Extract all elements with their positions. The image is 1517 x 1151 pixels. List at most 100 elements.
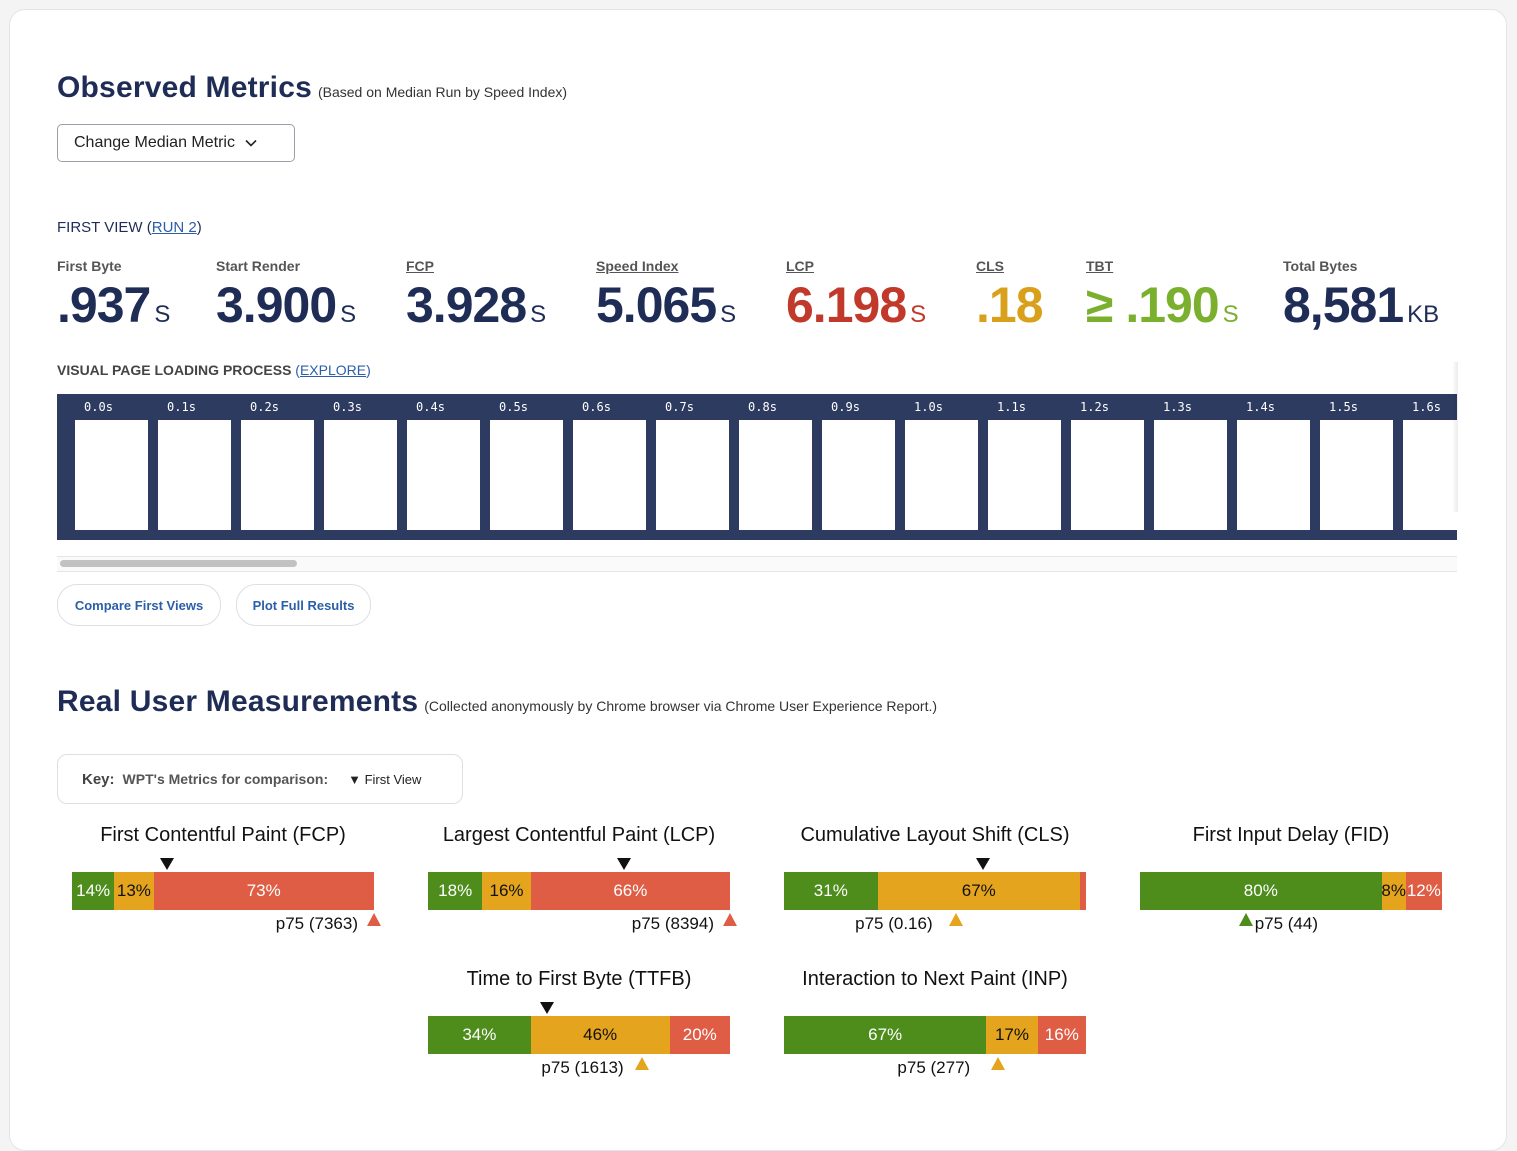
key-label: Key: (82, 770, 115, 788)
crux-metric: Largest Contentful Paint (LCP) 18% 16% 66% p… (428, 824, 737, 934)
metric-label[interactable]: LCP (786, 258, 814, 274)
frame-thumbnail[interactable] (1320, 420, 1393, 530)
filmstrip-frame[interactable]: 1.2s (1053, 394, 1144, 540)
frame-thumbnail[interactable] (739, 420, 812, 530)
crux-distribution-bar: 14% 13% 73% (72, 872, 374, 910)
metric-label[interactable]: Speed Index (596, 258, 679, 274)
filmstrip-frame[interactable]: 0.8s (721, 394, 812, 540)
metric-unit: KB (1407, 301, 1440, 328)
metric-value-row: 5.065 S (596, 280, 736, 330)
frame-thumbnail[interactable] (822, 420, 895, 530)
crux-segment-ni: 46% (530, 1016, 670, 1054)
run-2-link[interactable]: RUN 2 (151, 219, 197, 236)
crux-metric: Interaction to Next Paint (INP) 67% 17% 16%… (784, 968, 1086, 1078)
frame-time: 1.0s (914, 400, 943, 414)
metric-value: .937 (57, 277, 151, 333)
metric-total-bytes: Total Bytes 8,581 KB (1283, 258, 1439, 330)
crux-segment-poor: 12% (1405, 872, 1442, 910)
frame-thumbnail[interactable] (905, 420, 978, 530)
metric-unit: S (1222, 301, 1239, 328)
frame-thumbnail[interactable] (1154, 420, 1227, 530)
p75-triangle-icon (991, 1057, 1006, 1070)
metric-speed-index: Speed Index 5.065 S (596, 258, 736, 330)
filmstrip-scrollbar-thumb[interactable] (60, 560, 297, 567)
crux-metric: Time to First Byte (TTFB) 34% 46% 20% p75 (1… (428, 968, 730, 1078)
filmstrip-frame[interactable]: 1.6s (1385, 394, 1457, 540)
crux-segment-poor: 66% (530, 872, 730, 910)
filmstrip-frame[interactable]: 0.6s (555, 394, 646, 540)
frame-time: 1.4s (1246, 400, 1275, 414)
metric-label[interactable]: FCP (406, 258, 434, 274)
filmstrip-frame[interactable]: 0.4s (389, 394, 480, 540)
first-view-marker-icon (160, 858, 175, 870)
crux-metric-title: Time to First Byte (TTFB) (466, 968, 692, 990)
metric-label: Start Render (216, 258, 301, 274)
frame-thumbnail[interactable] (324, 420, 397, 530)
frame-time: 0.2s (250, 400, 279, 414)
crux-metric-title: Largest Contentful Paint (LCP) (442, 824, 716, 846)
metric-value: ≥ .190 (1086, 277, 1220, 333)
metric-value: 3.928 (406, 277, 527, 333)
metric-label[interactable]: CLS (976, 258, 1004, 274)
frame-thumbnail[interactable] (158, 420, 231, 530)
filmstrip[interactable]: 0.0s 0.1s 0.2s 0.3s 0.4s 0.5s 0.6s 0.7s 0.8s 0.9s… (57, 394, 1457, 540)
filmstrip-frame[interactable]: 1.0s (887, 394, 978, 540)
compare-first-views-button[interactable]: Compare First Views (57, 584, 221, 626)
observed-metrics-subtitle: (Based on Median Run by Speed Index) (317, 84, 568, 100)
crux-metric: First Input Delay (FID) 80% 8% 12% p75 (44) (1140, 824, 1442, 934)
filmstrip-frame[interactable]: 1.5s (1302, 394, 1393, 540)
frame-thumbnail[interactable] (573, 420, 646, 530)
filmstrip-frame[interactable]: 1.4s (1219, 394, 1310, 540)
key-first-view: ▼ First View (348, 771, 422, 787)
crux-metric: First Contentful Paint (FCP) 14% 13% 73% p75… (72, 824, 381, 934)
explore-link[interactable]: EXPLORE (299, 362, 367, 378)
frame-time: 0.0s (84, 400, 113, 414)
frame-thumbnail[interactable] (241, 420, 314, 530)
filmstrip-scrollbar[interactable] (57, 556, 1457, 572)
crux-distribution-bar: 34% 46% 20% (428, 1016, 730, 1054)
filmstrip-frame[interactable]: 0.5s (472, 394, 563, 540)
crux-segment-ni: 13% (114, 872, 154, 910)
filmstrip-frame[interactable]: 1.3s (1136, 394, 1227, 540)
metric-value: 8,581 (1283, 277, 1404, 333)
observed-metrics-heading: Observed Metrics (Based on Median Run by … (57, 71, 567, 105)
metric-value-row: .18 (976, 280, 1047, 330)
metric-value-row: 3.900 S (216, 280, 356, 330)
filmstrip-frame[interactable]: 0.1s (140, 394, 231, 540)
plot-full-results-button[interactable]: Plot Full Results (236, 584, 371, 626)
filmstrip-frame[interactable]: 0.7s (638, 394, 729, 540)
filmstrip-frame[interactable]: 0.0s (57, 394, 148, 540)
chevron-down-icon (245, 139, 257, 147)
frame-time: 0.6s (582, 400, 611, 414)
frame-thumbnail[interactable] (656, 420, 729, 530)
crux-segment-poor: 20% (669, 1016, 730, 1054)
frame-thumbnail[interactable] (1237, 420, 1310, 530)
results-card (9, 9, 1507, 1151)
crux-segment-poor: 16% (1037, 1016, 1086, 1054)
frame-thumbnail[interactable] (1071, 420, 1144, 530)
filmstrip-frame[interactable]: 0.2s (223, 394, 314, 540)
crux-segment-good: 31% (784, 872, 878, 910)
p75-triangle-icon (635, 1057, 650, 1070)
first-view-marker-icon (540, 1002, 555, 1014)
metric-unit: S (340, 301, 357, 328)
frame-thumbnail[interactable] (75, 420, 148, 530)
metric-cls: CLS .18 (976, 258, 1047, 330)
frame-time: 0.4s (416, 400, 445, 414)
frame-time: 1.6s (1412, 400, 1441, 414)
change-median-metric-button[interactable]: Change Median Metric (57, 124, 295, 162)
filmstrip-frame[interactable]: 0.3s (306, 394, 397, 540)
crux-segment-good: 14% (72, 872, 115, 910)
first-view-marker-icon (617, 858, 632, 870)
metric-label[interactable]: TBT (1086, 258, 1114, 274)
frame-time: 0.8s (748, 400, 777, 414)
metric-unit: S (530, 301, 547, 328)
frame-thumbnail[interactable] (1403, 420, 1457, 530)
frame-thumbnail[interactable] (988, 420, 1061, 530)
filmstrip-frame[interactable]: 0.9s (804, 394, 895, 540)
frame-thumbnail[interactable] (407, 420, 480, 530)
frame-thumbnail[interactable] (490, 420, 563, 530)
metric-value-row: 3.928 S (406, 280, 546, 330)
filmstrip-frame[interactable]: 1.1s (970, 394, 1061, 540)
metric-value: .18 (976, 277, 1044, 333)
